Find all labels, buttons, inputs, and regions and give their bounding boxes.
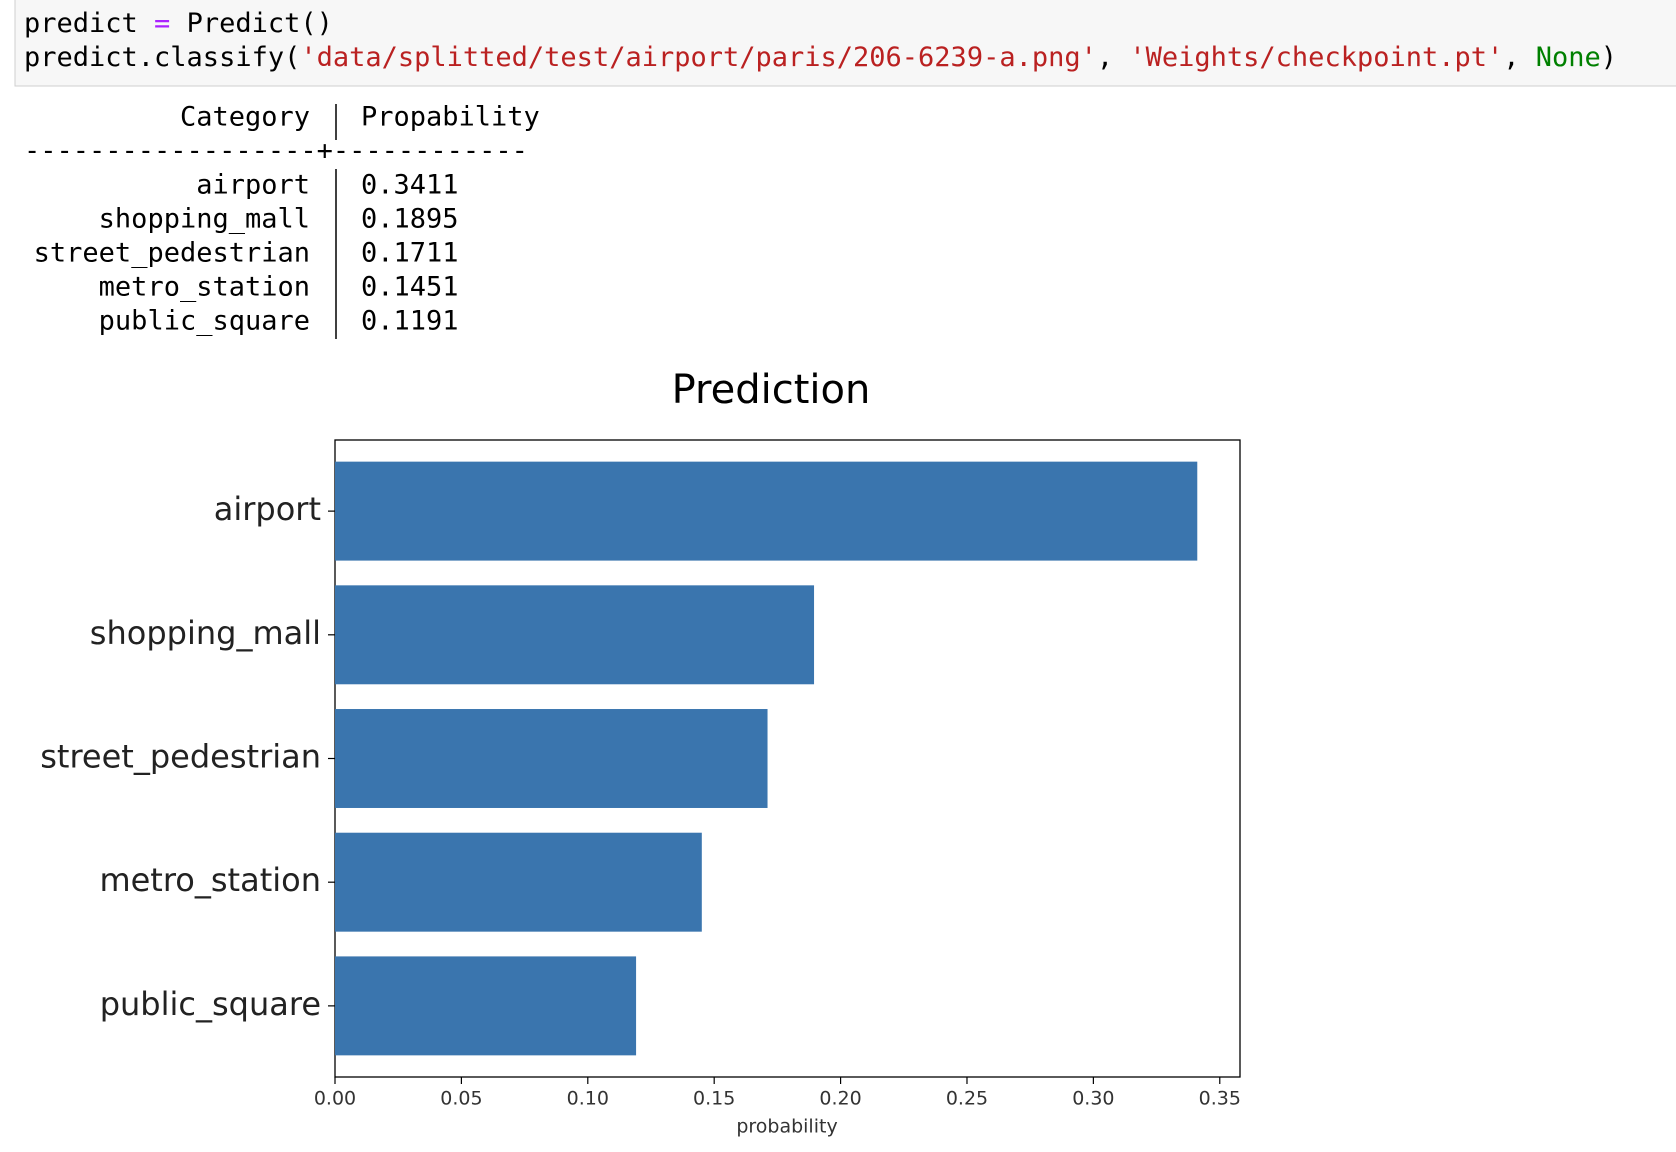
bar bbox=[335, 956, 637, 1056]
code-line: predict.classify('data/splitted/test/air… bbox=[24, 42, 1617, 73]
table-value: 0.1191 bbox=[361, 306, 459, 337]
code-token: 'data/splitted/test/airport/paris/206-62… bbox=[300, 42, 1097, 73]
table-separator: ------------------+------------ bbox=[24, 136, 528, 167]
table-value: 0.3411 bbox=[361, 170, 459, 201]
y-tick-label: airport bbox=[214, 490, 321, 528]
table-category: airport bbox=[196, 170, 310, 201]
code-cell[interactable] bbox=[14, 0, 1676, 87]
code-line: predict = Predict() bbox=[24, 8, 333, 39]
chart-title: Prediction bbox=[672, 367, 871, 413]
x-axis-label: probability bbox=[736, 1116, 837, 1138]
code-token: None bbox=[1536, 42, 1601, 73]
code-token: , bbox=[1097, 42, 1130, 73]
y-tick-label: shopping_mall bbox=[90, 614, 321, 652]
x-tick-label: 0.20 bbox=[819, 1088, 861, 1110]
y-tick-label: public_square bbox=[100, 985, 321, 1023]
x-tick-label: 0.05 bbox=[440, 1088, 482, 1110]
table-value: 0.1451 bbox=[361, 272, 459, 303]
x-tick-label: 0.15 bbox=[693, 1088, 735, 1110]
bar bbox=[335, 709, 768, 808]
code-token: 'Weights/checkpoint.pt' bbox=[1129, 42, 1503, 73]
table-category: public_square bbox=[99, 306, 310, 337]
bar bbox=[335, 832, 702, 932]
x-tick-label: 0.25 bbox=[946, 1088, 988, 1110]
table-header: Category bbox=[180, 102, 310, 133]
code-token: , bbox=[1503, 42, 1536, 73]
code-token: = bbox=[154, 8, 170, 39]
code-token: ) bbox=[1601, 42, 1617, 73]
code-token: predict bbox=[24, 8, 154, 39]
x-tick-label: 0.35 bbox=[1199, 1088, 1241, 1110]
x-tick-label: 0.10 bbox=[567, 1088, 609, 1110]
y-tick-label: street_pedestrian bbox=[40, 738, 321, 776]
code-token: predict.classify( bbox=[24, 42, 300, 73]
code-token: Predict() bbox=[170, 8, 333, 39]
bar bbox=[335, 585, 815, 685]
table-category: street_pedestrian bbox=[34, 238, 310, 269]
table-header: Propability bbox=[361, 102, 540, 133]
bar bbox=[335, 461, 1198, 561]
table-category: shopping_mall bbox=[99, 204, 310, 235]
table-category: metro_station bbox=[99, 272, 310, 303]
y-tick-label: metro_station bbox=[99, 861, 321, 899]
x-tick-label: 0.00 bbox=[314, 1088, 356, 1110]
table-value: 0.1711 bbox=[361, 238, 459, 269]
table-value: 0.1895 bbox=[361, 204, 459, 235]
x-tick-label: 0.30 bbox=[1072, 1088, 1114, 1110]
